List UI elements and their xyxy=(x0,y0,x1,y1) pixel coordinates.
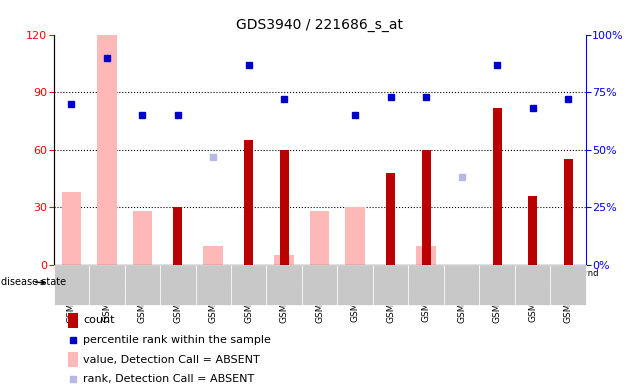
Bar xyxy=(310,211,329,265)
Bar xyxy=(515,265,551,305)
Bar xyxy=(280,150,289,265)
Text: value, Detection Call = ABSENT: value, Detection Call = ABSENT xyxy=(83,355,260,365)
Text: rank, Detection Call = ABSENT: rank, Detection Call = ABSENT xyxy=(83,374,254,384)
Bar xyxy=(244,140,253,265)
Bar xyxy=(125,265,160,305)
Text: early Sjogren's Syndrome: early Sjogren's Syndrome xyxy=(230,280,338,289)
Bar xyxy=(195,267,373,301)
Bar xyxy=(231,265,266,305)
Bar xyxy=(416,246,436,265)
Bar xyxy=(132,211,152,265)
Text: non-Sjogren's
Syndrome (control): non-Sjogren's Syndrome (control) xyxy=(84,275,165,294)
Bar xyxy=(479,265,515,305)
Bar xyxy=(266,265,302,305)
Bar xyxy=(69,353,78,367)
Bar xyxy=(160,265,195,305)
Bar xyxy=(528,196,537,265)
Bar xyxy=(551,265,586,305)
Bar xyxy=(564,159,573,265)
Bar xyxy=(493,108,501,265)
Bar xyxy=(345,207,365,265)
Bar xyxy=(203,246,223,265)
Bar xyxy=(444,265,479,305)
Text: count: count xyxy=(83,315,115,325)
Bar xyxy=(551,267,586,301)
Bar xyxy=(54,265,89,305)
Bar xyxy=(89,265,125,305)
Text: percentile rank within the sample: percentile rank within the sample xyxy=(83,335,271,345)
Bar xyxy=(373,267,479,301)
Title: GDS3940 / 221686_s_at: GDS3940 / 221686_s_at xyxy=(236,18,403,32)
Bar xyxy=(54,267,195,301)
Text: moderate Sjogren's
Syndrome: moderate Sjogren's Syndrome xyxy=(385,275,467,294)
Bar xyxy=(373,265,408,305)
Bar xyxy=(338,265,373,305)
Bar xyxy=(97,35,117,265)
Bar xyxy=(69,313,78,328)
Text: disease state: disease state xyxy=(1,277,66,288)
Bar xyxy=(408,265,444,305)
Bar xyxy=(421,150,431,265)
Bar xyxy=(275,255,294,265)
Bar xyxy=(195,265,231,305)
Bar xyxy=(302,265,338,305)
Text: Sjogren's synd
rome
(control): Sjogren's synd rome (control) xyxy=(537,269,599,299)
Bar xyxy=(386,173,395,265)
Text: advanced Sjogren's Syndrome: advanced Sjogren's Syndrome xyxy=(451,280,579,289)
Bar xyxy=(62,192,81,265)
Bar xyxy=(479,267,551,301)
Bar xyxy=(173,207,182,265)
